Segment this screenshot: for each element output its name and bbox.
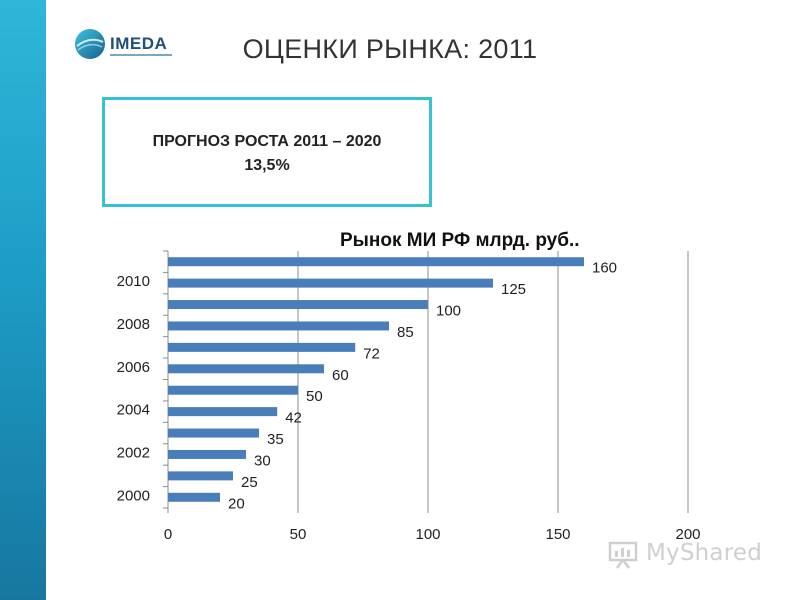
y-tick-label-2004: 2004	[117, 402, 150, 419]
x-tick-label: 0	[164, 526, 172, 543]
watermark-text: MyShared	[646, 540, 763, 566]
chart-title: Рынок МИ РФ млрд. руб..	[340, 230, 580, 251]
logo-underline	[110, 54, 172, 56]
x-tick-label: 200	[675, 526, 700, 543]
bar-2011	[168, 257, 584, 267]
data-label-2006: 60	[332, 367, 349, 384]
data-label-2004: 42	[285, 410, 302, 427]
side-accent-bar	[0, 0, 46, 600]
forecast-heading: ПРОГНОЗ РОСТА 2011 – 2020	[152, 133, 382, 150]
y-tick-label-2000: 2000	[117, 487, 150, 504]
bar-2004	[168, 407, 278, 417]
bar-2006	[168, 364, 324, 374]
imeda-logo-mark-icon	[75, 29, 105, 59]
data-label-2008: 85	[397, 324, 414, 341]
data-label-2003: 35	[267, 431, 284, 448]
bar-2003	[168, 428, 259, 438]
forecast-box: ПРОГНОЗ РОСТА 2011 – 2020 13,5%	[102, 97, 432, 207]
presentation-board-icon	[608, 541, 638, 569]
data-label-2009: 100	[436, 303, 461, 320]
logo-text: IMEDA	[110, 34, 168, 53]
y-tick-label-2010: 2010	[117, 273, 150, 290]
x-tick-label: 150	[545, 526, 570, 543]
x-tick-label: 50	[290, 526, 307, 543]
bar-2005	[168, 385, 298, 395]
data-label-2010: 125	[501, 281, 526, 298]
bar-2001	[168, 471, 233, 481]
bar-2008	[168, 321, 389, 331]
watermark: MyShared	[608, 538, 778, 572]
forecast-value: 13,5%	[244, 157, 290, 174]
data-label-2011: 160	[592, 260, 617, 277]
x-tick-label: 100	[415, 526, 440, 543]
imeda-logo: IMEDA	[74, 28, 184, 68]
bar-2010	[168, 278, 493, 288]
data-label-2002: 30	[254, 452, 271, 469]
y-tick-label-2006: 2006	[117, 359, 150, 376]
bar-2002	[168, 449, 246, 459]
y-tick-label-2008: 2008	[117, 316, 150, 333]
data-label-2001: 25	[241, 474, 258, 491]
y-tick-label-2002: 2002	[117, 444, 150, 461]
bar-2009	[168, 300, 428, 310]
bar-2007	[168, 342, 356, 352]
data-label-2005: 50	[306, 388, 323, 405]
bar-2000	[168, 492, 220, 502]
data-label-2007: 72	[363, 345, 380, 362]
page-title: ОЦЕНКИ РЫНКА: 2011	[242, 34, 538, 64]
data-label-2000: 20	[228, 495, 245, 512]
